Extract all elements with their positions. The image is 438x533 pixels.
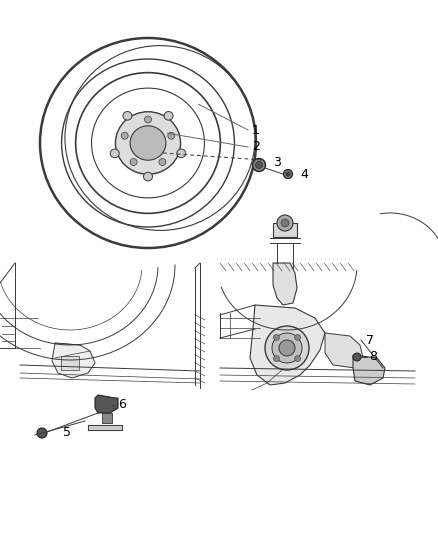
Circle shape	[295, 356, 300, 361]
Polygon shape	[95, 395, 118, 413]
Text: 4: 4	[300, 167, 308, 181]
Circle shape	[295, 334, 300, 341]
Polygon shape	[273, 263, 297, 305]
Ellipse shape	[40, 38, 256, 248]
Ellipse shape	[123, 111, 132, 120]
Polygon shape	[88, 425, 122, 430]
Text: 7: 7	[366, 334, 374, 346]
Text: 5: 5	[63, 426, 71, 440]
Ellipse shape	[76, 72, 220, 213]
Ellipse shape	[283, 169, 293, 179]
Circle shape	[279, 340, 295, 356]
Circle shape	[37, 428, 47, 438]
Ellipse shape	[130, 126, 166, 160]
Text: 1: 1	[252, 124, 260, 136]
Circle shape	[265, 326, 309, 370]
Circle shape	[273, 356, 279, 361]
Polygon shape	[102, 413, 112, 423]
Ellipse shape	[145, 116, 152, 123]
Circle shape	[273, 334, 279, 341]
Circle shape	[281, 219, 289, 227]
Polygon shape	[52, 343, 95, 378]
Ellipse shape	[252, 158, 265, 172]
Circle shape	[272, 333, 302, 363]
Polygon shape	[325, 333, 363, 368]
Ellipse shape	[164, 111, 173, 120]
FancyBboxPatch shape	[61, 356, 79, 370]
Text: 8: 8	[369, 351, 377, 364]
Polygon shape	[250, 305, 325, 385]
Ellipse shape	[159, 158, 166, 166]
Ellipse shape	[286, 172, 290, 176]
Circle shape	[353, 353, 361, 361]
Ellipse shape	[144, 172, 152, 181]
Ellipse shape	[121, 132, 128, 139]
Ellipse shape	[110, 149, 119, 158]
Ellipse shape	[62, 59, 234, 227]
FancyBboxPatch shape	[273, 223, 297, 237]
Circle shape	[277, 215, 293, 231]
Ellipse shape	[168, 132, 175, 139]
Text: 6: 6	[118, 399, 126, 411]
Ellipse shape	[130, 158, 137, 166]
Ellipse shape	[116, 112, 180, 174]
Text: 3: 3	[273, 157, 281, 169]
Polygon shape	[353, 355, 385, 385]
Text: 2: 2	[252, 141, 260, 154]
Ellipse shape	[255, 161, 262, 168]
Ellipse shape	[92, 88, 205, 198]
Ellipse shape	[177, 149, 186, 158]
